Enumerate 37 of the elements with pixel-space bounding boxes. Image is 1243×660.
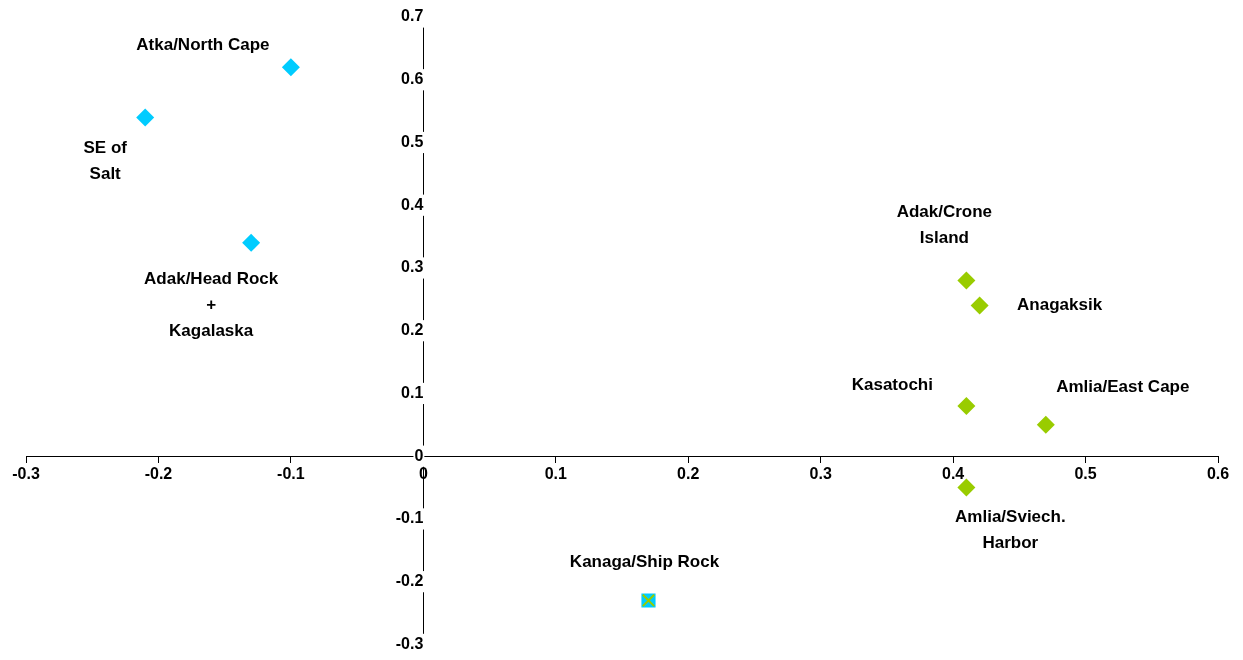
x-tick-label: -0.2 <box>144 465 173 483</box>
point <box>970 296 989 315</box>
x-tick-label: -0.3 <box>12 465 40 483</box>
annotation: Amlia/Sviech. Harbor <box>955 507 1066 553</box>
x-tick-label: 0.5 <box>1074 465 1097 483</box>
annotation: Adak/Head Rock + Kagalaska <box>144 268 279 340</box>
y-tick-label: 0.6 <box>401 70 424 88</box>
point <box>957 478 976 497</box>
y-tick-label: 0.1 <box>401 383 424 401</box>
annotation: Kanaga/Ship Rock <box>569 552 720 572</box>
y-tick-label: 0.2 <box>401 321 424 339</box>
y-tick-label: 0.5 <box>401 132 424 150</box>
point <box>136 108 155 127</box>
y-tick-label: 0.7 <box>401 7 424 25</box>
x-tick-label: 0.6 <box>1206 465 1230 483</box>
point <box>1036 415 1055 434</box>
annotation: Adak/Crone Island <box>896 202 993 248</box>
point <box>957 271 976 290</box>
x-tick-label: -0.1 <box>277 465 305 483</box>
point <box>242 233 261 252</box>
x-tick-label: 0.1 <box>544 465 567 483</box>
annotation: Kasatochi <box>851 374 933 394</box>
point <box>957 396 976 415</box>
y-tick-label: -0.1 <box>395 509 424 527</box>
x-tick-label: 0.2 <box>677 465 700 483</box>
x-tick-label: 0.4 <box>941 465 965 483</box>
annotation: SE of Salt <box>83 138 128 184</box>
y-tick-label: 0.4 <box>401 195 424 213</box>
point <box>281 58 300 77</box>
y-tick-label: -0.3 <box>395 634 424 652</box>
x-tick-label: 0.3 <box>809 465 832 483</box>
annotation: Atka/North Cape <box>136 34 270 54</box>
y-tick-label: 0.3 <box>401 258 424 276</box>
y-tick-label: 0 <box>414 446 424 464</box>
annotation: Anagaksik <box>1017 295 1103 315</box>
annotation: Amlia/East Cape <box>1056 377 1190 397</box>
y-tick-label: -0.2 <box>395 572 424 590</box>
